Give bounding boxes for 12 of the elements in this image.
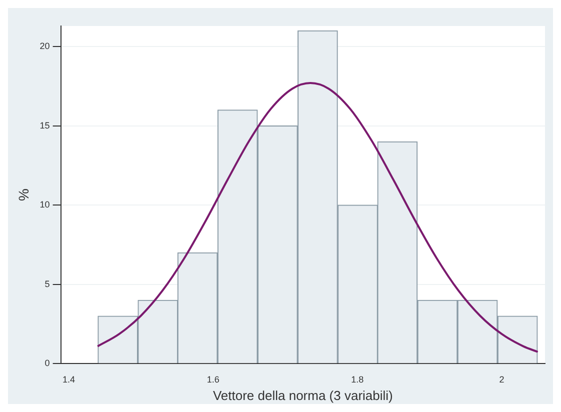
x-tick-label: 2: [499, 374, 504, 384]
y-tick-label: 0: [44, 358, 50, 368]
y-tick-label: 15: [40, 120, 50, 130]
x-tick-label: 1.8: [351, 374, 364, 384]
x-tick-label: 1.4: [62, 374, 76, 384]
x-axis-title: Vettore della norma (3 variabili): [212, 388, 393, 403]
y-tick-label: 5: [44, 278, 50, 289]
y-tick-label: 20: [40, 41, 50, 52]
y-tick-label: 10: [40, 200, 50, 210]
y-axis-title: %: [15, 188, 32, 202]
line-series: [96, 82, 539, 353]
x-tick-label: 1.6: [206, 374, 220, 384]
